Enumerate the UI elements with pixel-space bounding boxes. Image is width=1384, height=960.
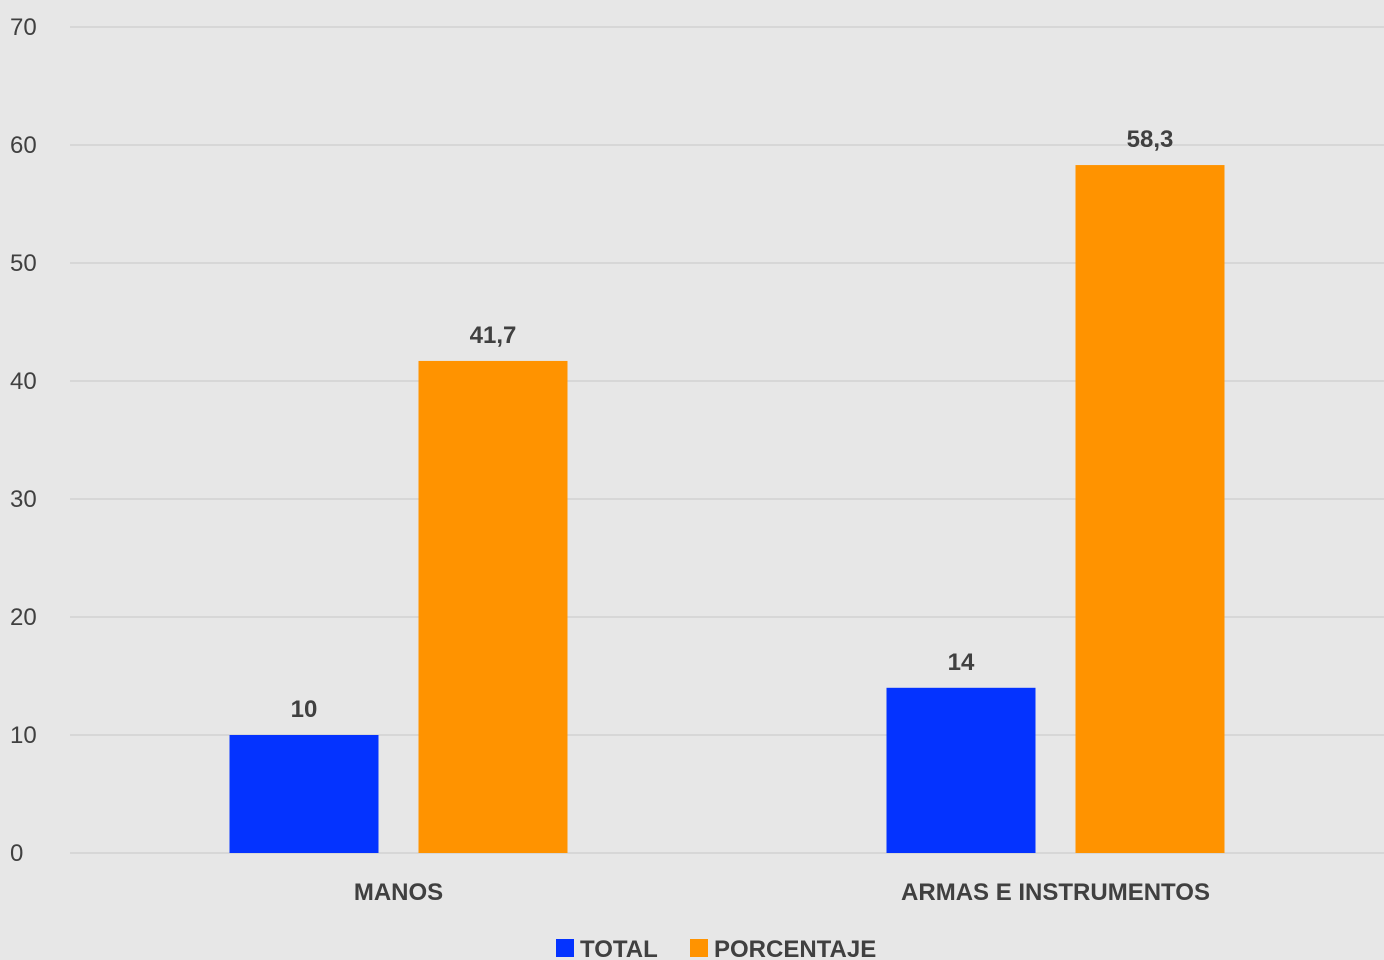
- bar-porcentaje-1: [1075, 165, 1225, 853]
- y-tick-label-5: 50: [10, 250, 37, 277]
- y-axis-ticks: 0 10 20 30 40 50 60 70: [10, 14, 37, 867]
- y-tick-label-2: 20: [10, 604, 37, 631]
- bar-total-0: [229, 735, 379, 853]
- y-tick-label-3: 30: [10, 486, 37, 513]
- y-tick-label-7: 70: [10, 14, 37, 41]
- bars: [229, 165, 1225, 853]
- category-label-1: ARMAS E INSTRUMENTOS: [901, 879, 1210, 906]
- bar-total-1: [886, 687, 1036, 853]
- y-tick-label-6: 60: [10, 132, 37, 159]
- data-label-total-1: 14: [948, 649, 975, 676]
- y-tick-label-1: 10: [10, 722, 37, 749]
- legend-label-total: TOTAL: [580, 936, 658, 960]
- data-labels: 10 41,7 14 58,3: [291, 126, 1174, 723]
- y-tick-label-0: 0: [10, 840, 23, 867]
- data-label-porcentaje-1: 58,3: [1127, 126, 1174, 153]
- legend-label-porcentaje: PORCENTAJE: [714, 936, 876, 960]
- data-label-total-0: 10: [291, 696, 318, 723]
- legend: TOTAL PORCENTAJE: [556, 936, 876, 960]
- bar-porcentaje-0: [418, 360, 568, 853]
- y-tick-label-4: 40: [10, 368, 37, 395]
- data-label-porcentaje-0: 41,7: [470, 322, 517, 349]
- legend-swatch-porcentaje: [690, 939, 708, 957]
- category-labels: MANOS ARMAS E INSTRUMENTOS: [354, 879, 1210, 906]
- legend-swatch-total: [556, 939, 574, 957]
- category-label-0: MANOS: [354, 879, 443, 906]
